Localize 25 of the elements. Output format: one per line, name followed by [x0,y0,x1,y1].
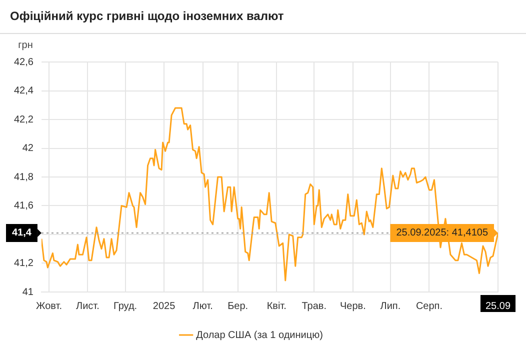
annotation: 25.09.2025: 41,4105 [396,228,488,239]
x-tick-label: 2025 [152,300,176,312]
y-tick-label: 41 [22,286,34,298]
y-tick-label: 42,2 [14,114,34,126]
y-axis-title: грн [18,40,33,51]
ref-line-label: 41,4 [12,228,32,239]
x-tick-label: Лют. [192,300,213,312]
x-tick-label: Квіт. [266,300,286,312]
y-tick-label: 41,6 [14,200,34,212]
x-tick-label: Серп. [416,300,442,312]
y-tick-label: 42,6 [14,56,34,68]
x-tick-label: Бер. [228,300,248,312]
x-tick-label: Трав. [302,300,327,312]
x-tick-label: 25.09 [485,300,511,312]
x-tick-label: Лип. [380,300,401,312]
chart-title: Офіційний курс гривні щодо іноземних валют [0,0,526,34]
legend-label: Долар США (за 1 одиницю) [196,330,323,341]
y-tick-label: 42 [22,143,34,154]
x-tick-label: Черв. [340,300,366,312]
y-tick-label: 41,2 [14,258,34,269]
x-tick-label: Лист. [76,300,100,312]
y-tick-label: 42,4 [14,86,34,96]
x-tick-label: Жовт. [36,300,62,312]
x-tick-label: Груд. [113,300,138,312]
y-tick-label: 41,8 [14,172,34,183]
